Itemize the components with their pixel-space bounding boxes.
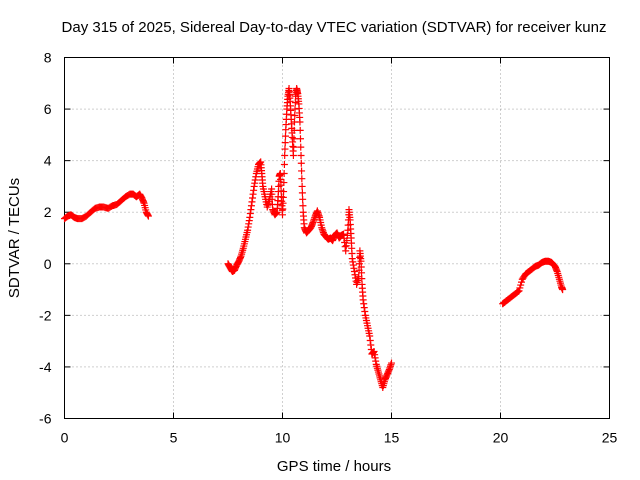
- axis-ticks: 0 5 10 15 20 25 -6 -4 -2 0 2 4 6 8: [39, 50, 617, 446]
- data-point: [296, 118, 304, 126]
- data-point: [296, 126, 304, 134]
- data-point: [514, 288, 522, 296]
- x-tick-label: 10: [275, 430, 291, 446]
- data-point: [290, 135, 298, 143]
- grid: [64, 57, 610, 419]
- data-point: [297, 151, 305, 159]
- data-point: [298, 182, 306, 190]
- data-point: [559, 286, 567, 294]
- data-point: [291, 112, 299, 120]
- data-point: [281, 151, 289, 159]
- y-tick-label: 2: [44, 204, 52, 220]
- y-tick-label: -4: [39, 359, 52, 375]
- data-point: [298, 189, 306, 197]
- chart-title: Day 315 of 2025, Sidereal Day-to-day VTE…: [62, 19, 607, 36]
- plot-frame: [64, 57, 610, 419]
- data-point: [280, 188, 288, 196]
- x-axis-label: GPS time / hours: [277, 458, 391, 475]
- data-point: [297, 159, 305, 167]
- data-point: [291, 99, 299, 107]
- y-tick-label: -6: [39, 411, 52, 427]
- x-tick-label: 20: [493, 430, 509, 446]
- data-point: [280, 179, 288, 187]
- data-point: [281, 139, 289, 147]
- data-point: [290, 143, 298, 151]
- x-tick-label: 25: [602, 430, 618, 446]
- data-point: [298, 167, 306, 175]
- data-point: [281, 145, 289, 153]
- y-tick-label: 4: [44, 153, 52, 169]
- data-point: [297, 143, 305, 151]
- data-points: [61, 84, 567, 392]
- data-point: [513, 288, 521, 296]
- data-point: [280, 161, 288, 169]
- data-point: [298, 175, 306, 183]
- data-point: [280, 170, 288, 178]
- data-point: [291, 105, 299, 113]
- data-point: [388, 359, 395, 367]
- data-point: [299, 202, 307, 210]
- x-tick-label: 0: [61, 430, 69, 446]
- data-point: [299, 195, 307, 203]
- data-point: [289, 151, 297, 159]
- y-tick-label: 8: [44, 50, 52, 66]
- y-tick-label: 0: [44, 256, 52, 272]
- x-tick-label: 5: [170, 430, 178, 446]
- x-tick-label: 15: [384, 430, 400, 446]
- y-tick-label: 6: [44, 101, 52, 117]
- data-point: [296, 135, 304, 143]
- y-axis-label: SDTVAR / TECUs: [6, 178, 23, 298]
- data-point: [281, 132, 289, 140]
- data-point: [144, 212, 152, 220]
- y-tick-label: -2: [39, 307, 52, 323]
- data-point: [290, 126, 298, 134]
